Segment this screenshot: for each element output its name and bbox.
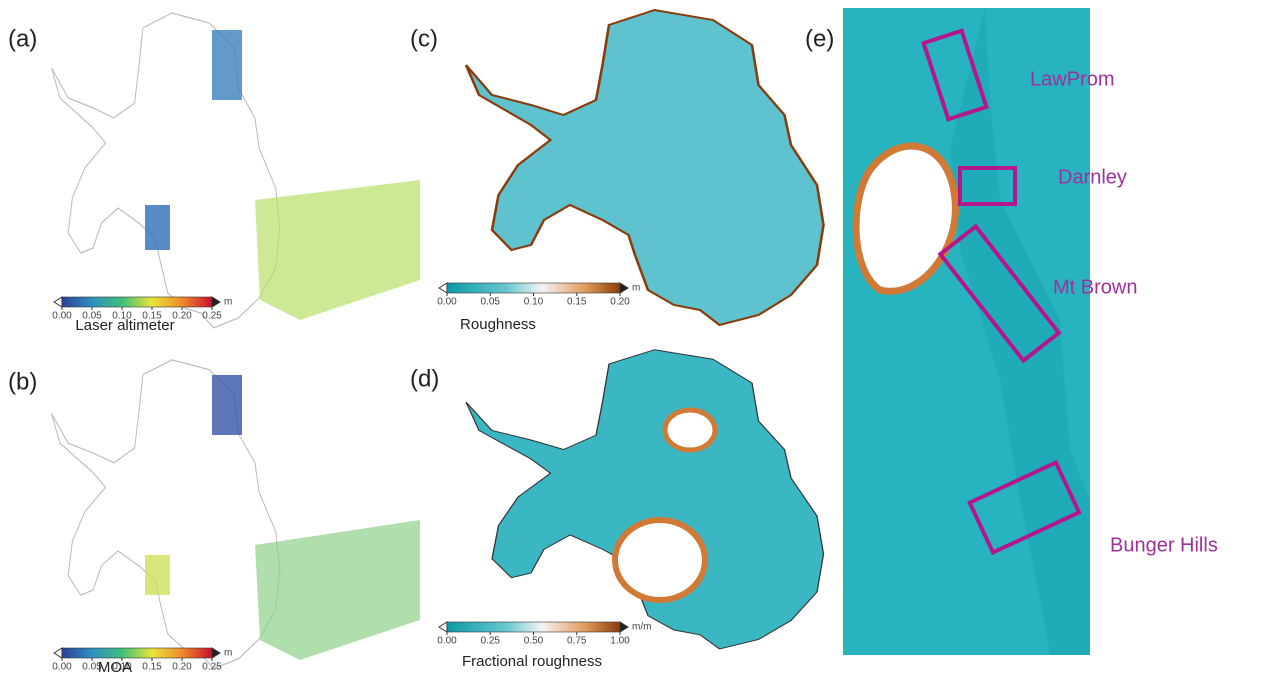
colorbar-tick-label: 0.00: [437, 297, 457, 308]
panel-b-map: [51, 359, 420, 670]
colorbar-tick-label: 0.20: [172, 311, 192, 322]
panel-d-map: [465, 349, 825, 650]
colorbar-end: [53, 296, 63, 308]
panel-label: (e): [805, 25, 834, 52]
region-label: Darnley: [1058, 166, 1127, 188]
colorbar-tick-label: 0.00: [52, 311, 72, 322]
region-label: Mt Brown: [1053, 276, 1137, 298]
panel-e-map: [843, 8, 1090, 655]
region-label: LawProm: [1030, 68, 1114, 90]
colorbar-tick-label: 0.15: [567, 297, 587, 308]
panel-a-map: [51, 12, 420, 329]
colorbar-tick-label: 0.10: [112, 662, 132, 673]
colorbar: [446, 621, 621, 633]
colorbar-end: [438, 282, 448, 294]
colorbar-tick-label: 0.25: [481, 636, 501, 647]
colorbar-tick-label: 0.15: [142, 311, 162, 322]
panel-label: (b): [8, 368, 37, 395]
colorbar-tick-label: 0.50: [524, 636, 544, 647]
colorbar-tick-label: 0.25: [202, 311, 222, 322]
colorbar: [61, 647, 213, 659]
colorbar-tick-label: 0.05: [481, 297, 501, 308]
colorbar-tick-label: 0.10: [524, 297, 544, 308]
panel-label: (d): [410, 365, 439, 392]
colorbar-unit: m: [224, 297, 232, 308]
colorbar-unit: m/m: [632, 622, 651, 633]
colorbar-end: [53, 647, 63, 659]
colorbar-tick-label: 0.20: [610, 297, 630, 308]
colorbar-tick-label: 0.20: [172, 662, 192, 673]
colorbar-end: [619, 282, 629, 294]
colorbar-tick-label: 0.75: [567, 636, 587, 647]
colorbar-unit: m: [632, 283, 640, 294]
colorbar-end: [438, 621, 448, 633]
colorbar-title: Fractional roughness: [462, 653, 602, 670]
region-label: Bunger Hills: [1110, 534, 1218, 556]
colorbar-tick-label: 0.25: [202, 662, 222, 673]
colorbar: [446, 282, 621, 294]
colorbar-title: Laser altimeter: [75, 317, 174, 334]
panel-c-map: [464, 8, 825, 327]
colorbar-tick-label: 0.00: [437, 636, 457, 647]
panel-label: (a): [8, 25, 37, 52]
colorbar: [61, 296, 213, 308]
colorbar-title: MOA: [98, 659, 132, 673]
colorbar-tick-label: 0.05: [82, 311, 102, 322]
colorbar-title: Roughness: [460, 316, 536, 333]
colorbar-tick-label: 1.00: [610, 636, 630, 647]
colorbar-end: [619, 621, 629, 633]
colorbar-tick-label: 0.00: [52, 662, 72, 673]
colorbar-tick-label: 0.15: [142, 662, 162, 673]
colorbar-tick-label: 0.10: [112, 311, 132, 322]
panel-label: (c): [410, 25, 438, 52]
colorbar-tick-label: 0.05: [82, 662, 102, 673]
colorbar-unit: m: [224, 648, 232, 659]
